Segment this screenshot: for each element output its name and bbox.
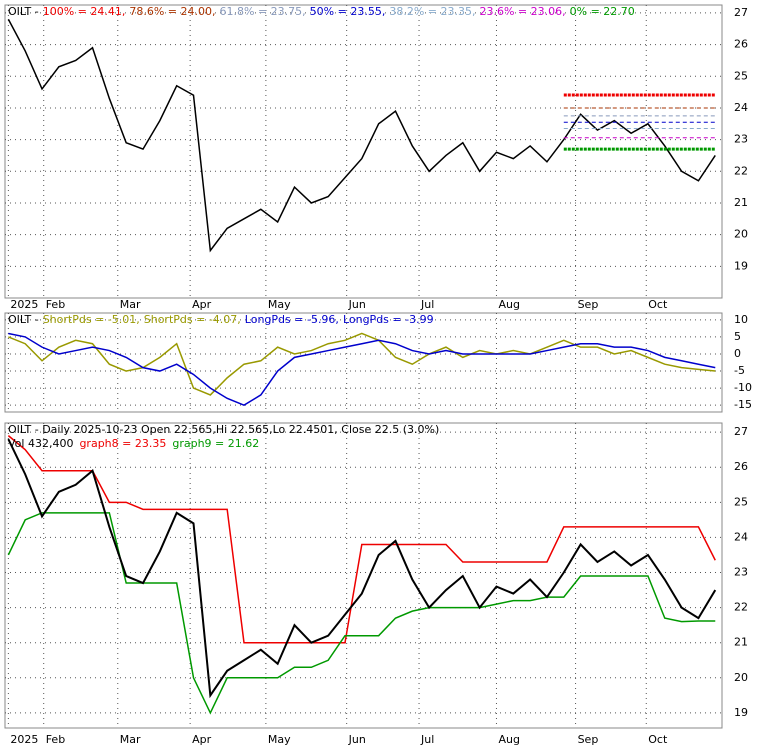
x-tick-label: 2025 bbox=[10, 298, 38, 311]
y-tick-label: 19 bbox=[734, 259, 748, 272]
y-tick-label: 24 bbox=[734, 101, 748, 114]
y-tick-label: -10 bbox=[734, 381, 752, 394]
price-line bbox=[7, 438, 717, 699]
y-tick-label: 25 bbox=[734, 495, 748, 508]
legend-entry: LongPds = -3.99 bbox=[343, 313, 434, 326]
x-tick-label: Sep bbox=[578, 298, 599, 311]
series-line bbox=[8, 332, 716, 396]
panel-frame bbox=[4, 4, 723, 299]
x-tick-label: Apr bbox=[192, 298, 212, 311]
y-tick-label: 24 bbox=[734, 530, 748, 543]
x-tick-label: Jun bbox=[348, 298, 366, 311]
x-tick-label: Jul bbox=[420, 733, 434, 745]
y-tick-label: 22 bbox=[734, 164, 748, 177]
x-tick-label: 2025 bbox=[10, 733, 38, 745]
x-tick-label: Oct bbox=[648, 298, 668, 311]
panel-header: OILT - 100% = 24.41, 78.6% = 24.00, 61.8% =… bbox=[8, 5, 635, 18]
header-title: OILT - bbox=[8, 313, 39, 326]
y-tick-label: 23 bbox=[734, 566, 748, 579]
x-tick-label: May bbox=[268, 298, 291, 311]
y-tick-label: 25 bbox=[734, 69, 748, 82]
y-tick-label: -15 bbox=[734, 398, 752, 411]
x-tick-label: May bbox=[268, 733, 291, 745]
y-tick-label: 0 bbox=[734, 347, 741, 360]
x-tick-label: Sep bbox=[578, 733, 599, 745]
legend-entry: 100% = 24.41, bbox=[43, 5, 126, 18]
series-line bbox=[7, 435, 716, 644]
series-line bbox=[7, 512, 716, 715]
x-tick-label: Aug bbox=[498, 733, 519, 745]
x-tick-label: Mar bbox=[120, 733, 141, 745]
legend-entry: ShortPds = -5.01, bbox=[43, 313, 140, 326]
y-tick-label: -5 bbox=[734, 364, 745, 377]
x-tick-label: Oct bbox=[648, 733, 668, 745]
panel-header: OILT - Daily 2025-10-23 Open 22.565,Hi 2… bbox=[8, 423, 439, 436]
y-tick-label: 27 bbox=[734, 425, 748, 438]
x-tick-label: Jun bbox=[348, 733, 366, 745]
series-line bbox=[8, 332, 716, 407]
y-tick-label: 26 bbox=[734, 460, 748, 473]
header-title: OILT - bbox=[8, 5, 39, 18]
y-tick-label: 19 bbox=[734, 706, 748, 719]
legend-entry: graph9 = 21.62 bbox=[172, 437, 259, 450]
y-tick-label: 23 bbox=[734, 133, 748, 146]
x-tick-label: Jul bbox=[420, 298, 434, 311]
y-tick-label: 26 bbox=[734, 38, 748, 51]
y-tick-label: 20 bbox=[734, 671, 748, 684]
panel-header-2: Vol 432,400 graph8 = 23.35 graph9 = 21.62 bbox=[8, 437, 259, 450]
legend-entry: 0% = 22.70 bbox=[570, 5, 635, 18]
legend-entry: 78.6% = 24.00, bbox=[129, 5, 215, 18]
legend-entry: LongPds = -5.96, bbox=[245, 313, 339, 326]
legend-entry: 50% = 23.55, bbox=[310, 5, 386, 18]
y-tick-label: 10 bbox=[734, 313, 748, 326]
y-tick-label: 21 bbox=[734, 196, 748, 209]
x-tick-label: Feb bbox=[46, 298, 65, 311]
legend-entry: graph8 = 23.35 bbox=[79, 437, 166, 450]
panel-header: OILT - ShortPds = -5.01, ShortPds = -4.07,… bbox=[8, 313, 434, 326]
y-tick-label: 20 bbox=[734, 228, 748, 241]
y-tick-label: 21 bbox=[734, 636, 748, 649]
y-tick-label: 5 bbox=[734, 330, 741, 343]
y-tick-label: 27 bbox=[734, 6, 748, 19]
x-tick-label: Aug bbox=[498, 298, 519, 311]
price-line bbox=[7, 18, 716, 253]
panel-frame bbox=[4, 422, 723, 729]
legend-entry: 23.6% = 23.06, bbox=[479, 5, 565, 18]
x-tick-label: Mar bbox=[120, 298, 141, 311]
panel-frame bbox=[4, 312, 723, 413]
header-title: OILT - Daily 2025-10-23 Open 22.565,Hi 2… bbox=[8, 423, 439, 436]
legend-entry: 38.2% = 23.35, bbox=[389, 5, 475, 18]
x-tick-label: Apr bbox=[192, 733, 212, 745]
legend-entry: ShortPds = -4.07, bbox=[144, 313, 241, 326]
x-tick-label: Feb bbox=[46, 733, 65, 745]
y-tick-label: 22 bbox=[734, 601, 748, 614]
legend-entry: 61.8% = 23.75, bbox=[220, 5, 306, 18]
legend-entry: Vol 432,400 bbox=[8, 437, 73, 450]
